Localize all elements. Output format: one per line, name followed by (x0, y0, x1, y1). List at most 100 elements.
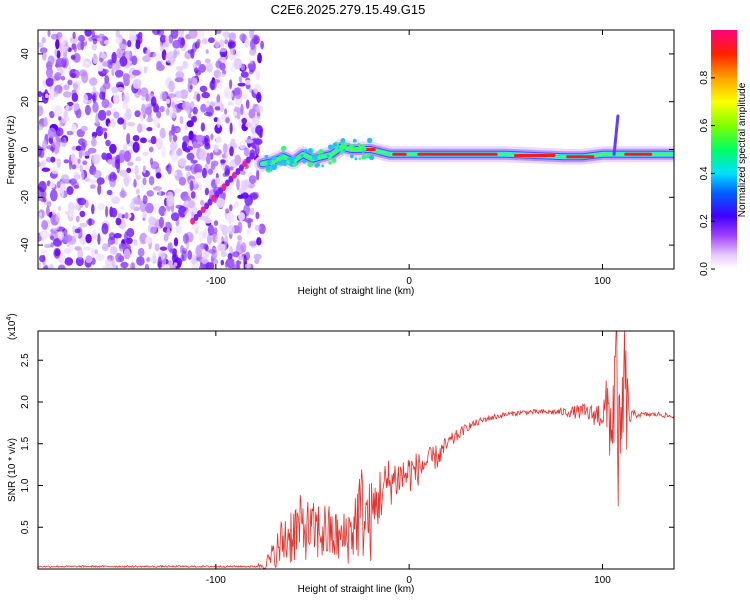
noise-blob (215, 234, 223, 245)
noise-blob (56, 181, 61, 189)
noise-blob (50, 235, 55, 240)
noise-blob (121, 214, 125, 219)
noise-blob (233, 143, 238, 149)
noise-blob (251, 122, 256, 128)
noise-blob (117, 117, 125, 125)
noise-blob (184, 200, 190, 206)
noise-blob (213, 79, 221, 84)
noise-blob (159, 44, 165, 52)
noise-blob (202, 37, 208, 45)
noise-blob (222, 31, 231, 38)
noise-blob (81, 141, 86, 152)
noise-blob (165, 98, 171, 104)
noise-blob (186, 120, 194, 128)
noise-blob (126, 133, 131, 145)
noise-blob (156, 110, 162, 119)
noise-blob (139, 137, 147, 144)
noise-blob (106, 110, 112, 117)
noise-blob (48, 111, 55, 119)
noise-blob (148, 216, 156, 226)
noise-blob (142, 212, 147, 219)
noise-blob (190, 101, 195, 109)
x-tick-label: -100 (206, 276, 226, 287)
noise-blob (49, 189, 58, 202)
noise-blob (188, 130, 194, 141)
noise-blob (204, 142, 211, 150)
noise-blob (129, 201, 136, 210)
noise-streak (204, 202, 210, 210)
noise-blob (225, 257, 235, 269)
noise-blob (74, 228, 81, 234)
noise-blob (120, 261, 129, 269)
noise-blob (188, 30, 198, 39)
noise-blob (71, 164, 77, 170)
noise-blob (134, 164, 139, 177)
colorbar-tick-label: 0.4 (699, 166, 710, 180)
noise-blob (184, 209, 193, 218)
noise-blob (84, 30, 92, 37)
noise-blob (104, 258, 113, 267)
noise-blob (156, 64, 165, 71)
noise-blob (205, 152, 211, 165)
noise-blob (71, 124, 77, 133)
noise-blob (79, 210, 86, 218)
y-tick-label: 0 (20, 146, 31, 152)
noise-blob (187, 250, 193, 260)
noise-blob (102, 243, 109, 252)
noise-blob (75, 256, 84, 267)
noise-blob (135, 156, 142, 162)
noise-blob (38, 124, 44, 131)
noise-blob (137, 123, 143, 133)
ridge-dot (331, 158, 337, 163)
noise-blob (201, 167, 207, 179)
noise-blob (94, 249, 99, 255)
noise-blob (38, 180, 47, 193)
noise-blob (133, 178, 137, 188)
ridge-dot (327, 144, 333, 150)
noise-streak (190, 217, 196, 225)
noise-blob (47, 30, 51, 37)
noise-blob (135, 175, 141, 180)
noise-streak (235, 168, 241, 175)
noise-blob (252, 132, 258, 138)
noise-blob (114, 37, 123, 45)
noise-blob (192, 141, 198, 149)
snr-scale-note: (x104) (6, 313, 18, 340)
noise-blob (101, 68, 109, 74)
svg-text:(x104): (x104) (6, 313, 18, 340)
ridge-dot (288, 156, 295, 163)
noise-blob (177, 158, 187, 167)
ridge-dot (349, 144, 354, 149)
ridge-dot (300, 154, 304, 157)
noise-blob (68, 244, 74, 253)
noise-blob (85, 255, 93, 264)
noise-blob (113, 93, 120, 105)
noise-blob (192, 77, 198, 86)
x-tick-label: -100 (206, 575, 226, 586)
noise-blob (40, 249, 48, 254)
ridge-dot (264, 154, 269, 159)
noise-blob (233, 200, 240, 209)
noise-blob (111, 51, 117, 64)
noise-blob (191, 224, 200, 231)
noise-blob (224, 35, 228, 44)
noise-blob (75, 215, 80, 223)
noise-blob (119, 149, 126, 157)
noise-blob (197, 30, 205, 39)
noise-blob (46, 114, 51, 124)
ridge-dot (302, 159, 307, 164)
noise-blob (70, 153, 76, 162)
noise-blob (166, 163, 172, 175)
noise-blob (203, 111, 213, 117)
noise-blob (43, 243, 52, 249)
noise-streak (231, 171, 237, 179)
noise-blob (249, 48, 257, 56)
ridge-dot (361, 150, 365, 154)
noise-blob (140, 111, 144, 123)
noise-blob (195, 134, 204, 142)
spectrogram-noise (38, 30, 266, 269)
y-tick-label: -40 (20, 237, 31, 252)
noise-blob (200, 199, 205, 206)
noise-blob (92, 53, 98, 65)
ridge-dot (353, 145, 356, 148)
